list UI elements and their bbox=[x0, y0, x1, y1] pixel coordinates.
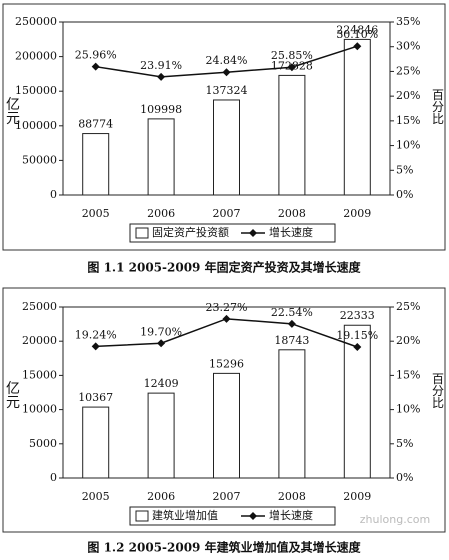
y2-axis-label: 百分比 bbox=[431, 373, 445, 410]
bar bbox=[278, 349, 306, 479]
y-tick-label: 25000 bbox=[22, 300, 57, 313]
y-tick-label: 50000 bbox=[22, 153, 57, 166]
chart-caption: 图 1.1 2005-2009 年固定资产投资及其增长速度 bbox=[87, 260, 361, 275]
line bbox=[95, 318, 358, 348]
line-value-label: 19.24% bbox=[75, 328, 117, 341]
y-tick-label: 150000 bbox=[15, 84, 57, 97]
y-axis-label: 亿元 bbox=[4, 97, 20, 126]
bar bbox=[343, 324, 371, 479]
bar bbox=[82, 133, 110, 196]
bar-value-label: 15296 bbox=[209, 357, 244, 370]
y2-tick-label: 10% bbox=[396, 403, 420, 416]
x-tick-label: 2008 bbox=[278, 490, 306, 503]
line-marker bbox=[91, 62, 100, 71]
bar-value-label: 88774 bbox=[78, 118, 113, 131]
legend-label: 固定资产投资额 bbox=[152, 225, 229, 239]
line-marker bbox=[222, 314, 231, 323]
line-value-label: 23.27% bbox=[206, 301, 248, 314]
y2-axis-label: 百分比 bbox=[431, 89, 445, 126]
y-tick-label: 15000 bbox=[22, 368, 57, 381]
bar-value-label: 137324 bbox=[206, 84, 248, 97]
bar-value-label: 12409 bbox=[144, 377, 179, 390]
y-tick-label: 0 bbox=[50, 471, 57, 484]
y2-tick-label: 15% bbox=[396, 368, 420, 381]
legend-swatch bbox=[135, 227, 149, 239]
line-marker bbox=[157, 72, 166, 81]
legend-marker bbox=[249, 229, 257, 237]
y2-tick-label: 0% bbox=[396, 188, 413, 201]
legend-box bbox=[129, 223, 336, 243]
y-tick-label: 200000 bbox=[15, 50, 57, 63]
y-axis-label: 亿元 bbox=[4, 381, 20, 410]
legend-swatch bbox=[135, 510, 149, 522]
x-tick-label: 2005 bbox=[82, 207, 110, 220]
legend-label: 增长速度 bbox=[269, 508, 313, 522]
bar bbox=[147, 392, 175, 479]
bar bbox=[278, 74, 306, 196]
bar-value-label: 22333 bbox=[340, 309, 375, 322]
x-tick-label: 2007 bbox=[213, 207, 241, 220]
line-marker bbox=[287, 319, 296, 328]
line-marker bbox=[157, 339, 166, 348]
line-value-label: 19.15% bbox=[336, 329, 378, 342]
line-marker bbox=[91, 342, 100, 351]
panel-border bbox=[2, 3, 446, 251]
x-tick-label: 2009 bbox=[343, 490, 371, 503]
x-tick-label: 2007 bbox=[213, 490, 241, 503]
panel-border bbox=[2, 287, 446, 533]
line-marker bbox=[353, 343, 362, 352]
line-marker bbox=[287, 63, 296, 72]
y-tick-label: 5000 bbox=[29, 437, 57, 450]
chart-caption: 图 1.2 2005-2009 年建筑业增加值及其增长速度 bbox=[87, 540, 361, 555]
bar-value-label: 109998 bbox=[140, 103, 182, 116]
y2-tick-label: 35% bbox=[396, 15, 420, 28]
bar-value-label: 224846 bbox=[336, 23, 378, 36]
legend-marker bbox=[249, 512, 257, 520]
y2-tick-label: 30% bbox=[396, 40, 420, 53]
y-tick-label: 100000 bbox=[15, 119, 57, 132]
x-tick-label: 2006 bbox=[147, 207, 175, 220]
line-value-label: 19.70% bbox=[140, 325, 182, 338]
y2-tick-label: 20% bbox=[396, 334, 420, 347]
x-tick-label: 2005 bbox=[82, 490, 110, 503]
y2-tick-label: 10% bbox=[396, 139, 420, 152]
bar-value-label: 18743 bbox=[274, 334, 309, 347]
bar bbox=[213, 99, 240, 196]
line-marker bbox=[353, 42, 362, 51]
line-value-label: 30.10% bbox=[336, 28, 378, 41]
y2-tick-label: 20% bbox=[396, 89, 420, 102]
bar bbox=[147, 118, 175, 196]
line-value-label: 25.85% bbox=[271, 49, 313, 62]
watermark: zhulong.com bbox=[360, 513, 430, 526]
y2-tick-label: 25% bbox=[396, 300, 420, 313]
x-tick-label: 2006 bbox=[147, 490, 175, 503]
line-value-label: 22.54% bbox=[271, 306, 313, 319]
legend-label: 增长速度 bbox=[269, 225, 313, 239]
y2-tick-label: 15% bbox=[396, 114, 420, 127]
y2-tick-label: 25% bbox=[396, 64, 420, 77]
x-tick-label: 2009 bbox=[343, 207, 371, 220]
line-value-label: 25.96% bbox=[75, 49, 117, 62]
y-tick-label: 10000 bbox=[22, 403, 57, 416]
y-tick-label: 250000 bbox=[15, 15, 57, 28]
line-value-label: 23.91% bbox=[140, 59, 182, 72]
bar bbox=[343, 38, 371, 196]
bar bbox=[82, 406, 110, 479]
bar bbox=[213, 372, 240, 479]
y-tick-label: 0 bbox=[50, 188, 57, 201]
legend-box bbox=[129, 506, 336, 526]
y2-tick-label: 5% bbox=[396, 163, 413, 176]
y2-tick-label: 0% bbox=[396, 471, 413, 484]
legend-label: 建筑业增加值 bbox=[152, 508, 218, 522]
y2-tick-label: 5% bbox=[396, 437, 413, 450]
bar-value-label: 10367 bbox=[78, 391, 113, 404]
line-marker bbox=[222, 68, 231, 77]
y-tick-label: 20000 bbox=[22, 334, 57, 347]
x-tick-label: 2008 bbox=[278, 207, 306, 220]
line-value-label: 24.84% bbox=[206, 54, 248, 67]
